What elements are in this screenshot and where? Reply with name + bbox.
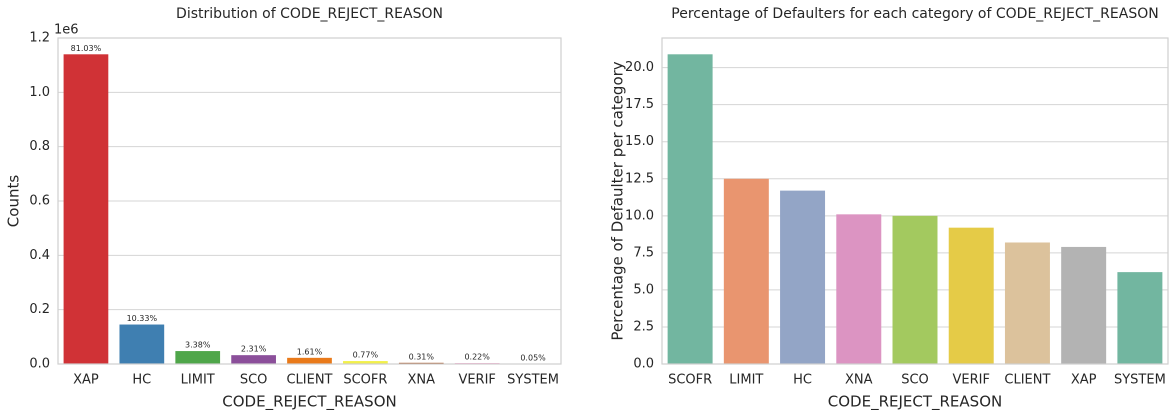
x-tick-label: LIMIT [181, 373, 215, 388]
bar [119, 324, 165, 364]
chart-title: Percentage of Defaulters for each catego… [671, 6, 1158, 22]
bar [231, 355, 276, 364]
y-axis-label: Counts [5, 175, 23, 228]
y-tick-label: 20.0 [625, 60, 654, 75]
bar [892, 215, 938, 364]
y-offset-label: 1e6 [54, 23, 79, 38]
y-tick-label: 0.4 [29, 248, 50, 263]
bar [63, 54, 109, 365]
x-tick-label: HC [793, 373, 812, 388]
x-tick-label: SCOFR [343, 373, 387, 388]
x-axis-label: CODE_REJECT_REASON [828, 393, 1002, 412]
bar-annotation: 0.22% [464, 353, 490, 362]
y-tick-label: 12.5 [625, 171, 654, 186]
x-tick-label: SCOFR [668, 373, 712, 388]
y-axis-label: Percentage of Defaulter per category [609, 61, 627, 340]
bar-annotation: 3.38% [185, 341, 211, 350]
x-tick-label: XNA [408, 373, 436, 388]
bar [667, 54, 713, 365]
x-tick-label: SCO [901, 373, 929, 388]
x-tick-label: HC [132, 373, 151, 388]
y-tick-label: 0.0 [29, 357, 50, 372]
x-tick-label: XNA [845, 373, 873, 388]
bar-annotation: 2.31% [241, 345, 267, 354]
y-tick-label: 0.8 [29, 139, 50, 154]
y-tick-label: 0.2 [29, 302, 50, 317]
x-tick-label: SCO [240, 373, 268, 388]
bar [1004, 242, 1050, 364]
bar [287, 357, 332, 364]
x-tick-label: CLIENT [286, 373, 332, 388]
bar-annotation: 1.61% [297, 347, 323, 356]
x-tick-label: VERIF [458, 373, 495, 388]
bar [723, 178, 769, 364]
y-tick-label: 0.6 [29, 194, 50, 209]
x-tick-label: CLIENT [1004, 373, 1050, 388]
x-tick-label: SYSTEM [507, 373, 559, 388]
y-tick-label: 17.5 [625, 97, 654, 112]
x-tick-label: SYSTEM [1114, 373, 1166, 388]
bar-annotation: 81.03% [71, 44, 102, 53]
y-tick-label: 1.2 [29, 31, 50, 46]
bar [948, 227, 994, 364]
bar [836, 214, 882, 364]
y-tick-label: 1.0 [29, 85, 50, 100]
y-tick-label: 15.0 [625, 134, 654, 149]
y-tick-label: 7.5 [633, 245, 654, 260]
y-tick-label: 2.5 [633, 319, 654, 334]
bar-annotation: 0.77% [353, 351, 379, 360]
bar [1061, 246, 1107, 364]
bar [175, 351, 221, 364]
bar-annotation: 10.33% [127, 314, 158, 323]
chart-title: Distribution of CODE_REJECT_REASON [176, 6, 443, 22]
bar [343, 361, 388, 364]
bar-annotation: 0.05% [520, 353, 546, 362]
y-tick-label: 0.0 [633, 357, 654, 372]
plot-frame [661, 37, 1169, 365]
y-tick-label: 10.0 [625, 208, 654, 223]
x-tick-label: LIMIT [729, 373, 763, 388]
bar [1117, 272, 1163, 364]
bar [780, 190, 826, 364]
x-tick-label: XAP [1071, 373, 1097, 388]
x-axis-label: CODE_REJECT_REASON [222, 393, 396, 412]
x-tick-label: VERIF [952, 373, 989, 388]
plot-frame [57, 37, 562, 365]
y-tick-label: 5.0 [633, 282, 654, 297]
bar-annotation: 0.31% [409, 352, 435, 361]
x-tick-label: XAP [73, 373, 99, 388]
